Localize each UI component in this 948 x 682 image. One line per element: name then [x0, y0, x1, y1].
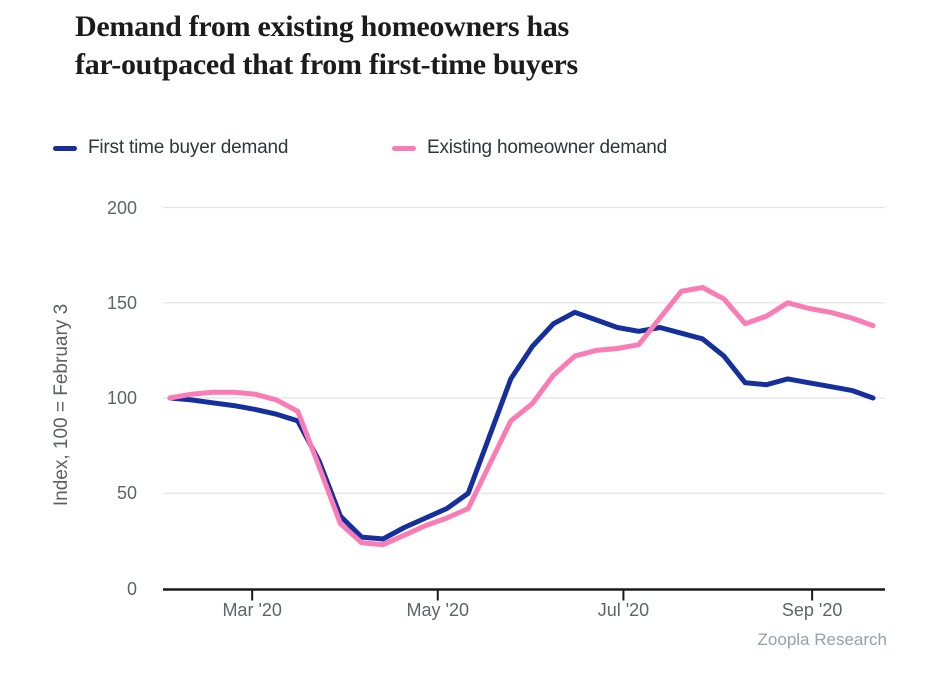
chart-title-line-1: Demand from existing homeowners has: [75, 10, 569, 43]
x-tick-label-2: Jul '20: [597, 600, 650, 620]
source-credit: Zoopla Research: [757, 630, 887, 649]
y-tick-label-100: 100: [106, 388, 137, 408]
chart-title-line-2: far-outpaced that from first-time buyers: [75, 48, 578, 81]
y-tick-label-0: 0: [126, 578, 137, 599]
series-line-1: [167, 285, 876, 548]
y-tick-label-50: 50: [116, 483, 137, 504]
x-tick-label-3: Sep '20: [781, 600, 843, 620]
legend-item-existing-homeowner: Existing homeowner demand: [392, 135, 667, 161]
line-swatch-icon: [53, 145, 77, 151]
x-tick-label-1: May '20: [406, 600, 469, 620]
legend-label-first-time-buyer: First time buyer demand: [88, 137, 289, 158]
x-tick-label-0: Mar '20: [222, 600, 282, 620]
y-tick-label-150: 150: [106, 292, 137, 313]
legend-item-first-time-buyer: First time buyer demand: [53, 135, 288, 161]
legend: First time buyer demand Existing homeown…: [0, 135, 948, 161]
chart-title: Demand from existing homeowners has far-…: [75, 8, 795, 84]
line-swatch-icon: [392, 145, 416, 151]
y-tick-label-200: 200: [106, 197, 137, 218]
legend-label-existing-homeowner: Existing homeowner demand: [427, 137, 668, 158]
series-line-0: [167, 309, 876, 542]
